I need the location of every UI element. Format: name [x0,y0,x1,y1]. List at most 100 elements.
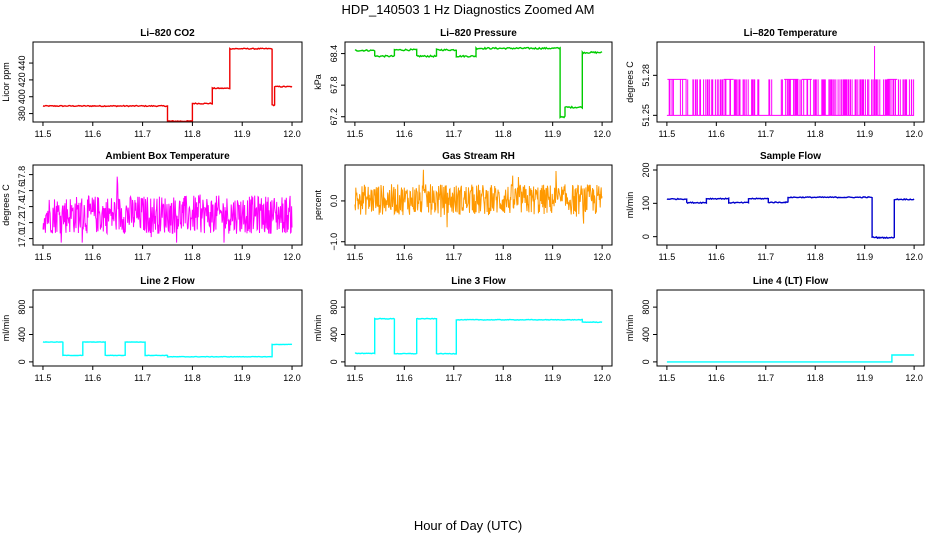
x-tick-label: 11.7 [445,252,462,262]
y-tick-label: 400 [641,327,651,342]
panel-title: Ambient Box Temperature [105,151,230,162]
chart-panel-4: Ambient Box Temperature degrees C 11.5 11.6… [1,151,303,262]
series-line [666,196,915,240]
y-tick-label: 67.2 [329,108,339,126]
x-tick-label: 11.5 [658,252,675,262]
data-series [666,354,915,363]
y-tick-label: 800 [641,300,651,315]
y-axis-label: Licor ppm [1,62,11,102]
panel-title: Li–820 Pressure [440,28,517,39]
y-tick-label: 420 [17,72,27,87]
y-axis-label: degrees C [625,61,635,103]
x-tick-label: 11.9 [856,373,873,383]
series-line [354,317,603,355]
x-tick-label: 12.0 [593,129,611,139]
series-line [666,46,915,116]
x-tick-label: 11.6 [396,252,413,262]
plot-frame [656,41,925,123]
x-tick-label: 11.8 [184,373,201,383]
panel-title: Line 3 Flow [451,276,506,287]
data-series [354,169,603,228]
plot-frame [656,164,925,246]
y-tick-label: 100 [641,196,651,211]
x-tick-label: 11.8 [807,129,824,139]
x-tick-label: 11.9 [234,129,251,139]
x-tick-label: 12.0 [593,373,611,383]
x-tick-label: 11.5 [346,373,363,383]
chart-panel-3: Li–820 Temperature degrees C 11.5 11.6 11.7 1… [625,28,925,139]
data-series [666,196,915,240]
x-tick-label: 11.9 [234,252,251,262]
x-tick-label: 11.8 [495,373,512,383]
y-tick-label: 51.25 [641,104,651,127]
y-tick-label: 0 [329,359,339,364]
x-tick-label: 11.6 [708,373,725,383]
x-tick-label: 11.9 [234,373,251,383]
panel-title: Sample Flow [760,151,821,162]
data-series [354,317,603,355]
panel-title: Line 2 Flow [140,276,195,287]
y-tick-label: 17.6 [17,182,27,200]
x-tick-label: 12.0 [283,252,301,262]
x-tick-label: 11.8 [807,373,824,383]
plot-frame [656,289,925,367]
y-axis-label: degrees C [1,184,11,226]
figure-x-axis-label: Hour of Day (UTC) [413,518,523,533]
plot-frame [32,164,303,246]
x-tick-label: 12.0 [283,129,301,139]
panel-title: Line 4 (LT) Flow [753,276,829,287]
x-tick-label: 11.7 [757,252,774,262]
x-tick-label: 11.7 [757,373,774,383]
y-tick-label: 380 [17,106,27,121]
data-series [42,47,293,122]
x-tick-label: 12.0 [905,252,923,262]
x-tick-label: 11.5 [346,129,363,139]
plot-frame [344,164,613,246]
x-tick-label: 12.0 [283,373,301,383]
figure-title: HDP_140503 1 Hz Diagnostics Zoomed AM [341,2,595,17]
x-tick-label: 11.6 [708,252,725,262]
series-line [354,169,603,228]
chart-panel-1: Li–820 CO2 Licor ppm 11.5 11.6 11.7 11.8 11.9 1… [1,28,303,139]
x-tick-label: 11.8 [495,252,512,262]
series-line [42,47,293,122]
x-tick-label: 12.0 [905,373,923,383]
series-line [354,45,603,119]
x-tick-label: 11.7 [757,129,774,139]
x-tick-label: 11.9 [856,252,873,262]
x-tick-label: 11.5 [346,252,363,262]
series-line [666,354,915,363]
x-tick-label: 11.9 [544,252,561,262]
y-tick-label: 51.28 [641,64,651,87]
chart-panel-8: Line 3 Flow ml/min 11.5 11.6 11.7 11.8 11.9 12.… [313,276,613,383]
x-tick-label: 11.9 [856,129,873,139]
series-line [42,176,293,243]
y-axis-label: ml/min [1,315,11,342]
y-tick-label: 17.0 [17,230,27,248]
y-tick-label: 400 [17,89,27,104]
x-tick-label: 11.7 [134,373,151,383]
data-series [42,341,293,358]
y-tick-label: 0 [641,359,651,364]
x-tick-label: 11.6 [84,373,101,383]
x-tick-label: 11.8 [807,252,824,262]
data-series [666,46,915,116]
chart-panel-5: Gas Stream RH percent 11.5 11.6 11.7 11.8 11.9… [313,151,613,262]
chart-panel-7: Line 2 Flow ml/min 11.5 11.6 11.7 11.8 11.9 12.… [1,276,303,383]
plot-frame [344,289,613,367]
y-axis-label: ml/min [625,315,635,342]
plot-frame [32,289,303,367]
x-tick-label: 11.5 [35,252,52,262]
x-tick-label: 11.6 [84,129,101,139]
x-tick-label: 11.5 [35,373,52,383]
y-tick-label: 400 [17,327,27,342]
data-series [42,176,293,243]
y-tick-label: 17.4 [17,198,27,216]
x-tick-label: 11.7 [134,129,151,139]
y-axis-label: ml/min [313,315,323,342]
x-tick-label: 11.5 [35,129,52,139]
y-tick-label: 17.8 [17,166,27,184]
chart-panel-2: Li–820 Pressure kPa 11.5 11.6 11.7 11.8 11.9 12… [313,28,613,139]
x-tick-label: 11.8 [184,252,201,262]
